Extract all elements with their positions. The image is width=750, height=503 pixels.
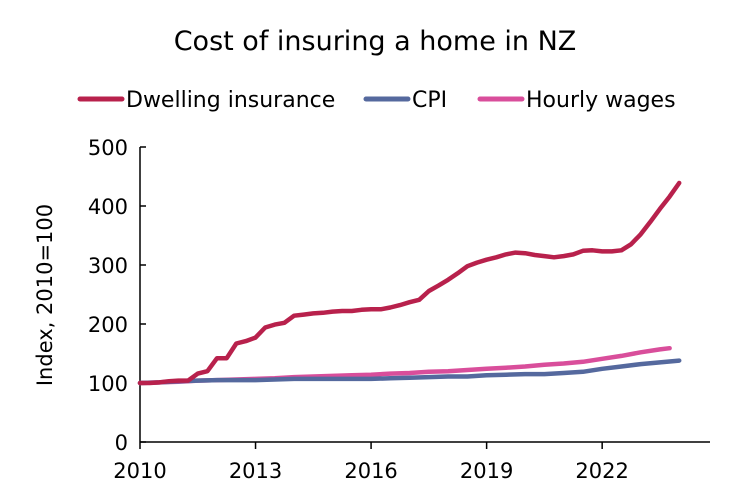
plot-area — [137, 180, 682, 386]
x-tick-label: 2013 — [229, 459, 282, 483]
chart-title: Cost of insuring a home in NZ — [174, 26, 577, 57]
y-tick-label: 200 — [88, 313, 128, 337]
series-line-cpi — [137, 358, 682, 386]
x-tick-label: 2010 — [113, 459, 166, 483]
y-tick-label: 100 — [88, 372, 128, 396]
y-tick-label: 0 — [115, 431, 128, 455]
legend-label-dwelling-insurance: Dwelling insurance — [126, 88, 335, 113]
legend-item-dwelling-insurance: Dwelling insurance — [77, 88, 335, 113]
legend: Dwelling insurance CPI Hourly wages — [77, 88, 676, 113]
y-axis-title: Index, 2010=100 — [33, 204, 57, 386]
x-tick-label: 2019 — [460, 459, 513, 483]
legend-label-cpi: CPI — [412, 88, 447, 113]
legend-item-cpi: CPI — [363, 88, 447, 113]
y-tick-label: 300 — [88, 254, 128, 278]
y-tick-label: 500 — [88, 136, 128, 160]
x-tick-label: 2022 — [575, 459, 628, 483]
axes: 0 100 200 300 400 500 2010 2013 2016 2019 2022 — [88, 136, 710, 483]
y-tick-label: 400 — [88, 195, 128, 219]
legend-item-hourly-wages: Hourly wages — [477, 88, 676, 113]
x-tick-label: 2016 — [344, 459, 397, 483]
legend-label-hourly-wages: Hourly wages — [526, 88, 676, 113]
series-line-dwelling-insurance — [137, 180, 682, 386]
